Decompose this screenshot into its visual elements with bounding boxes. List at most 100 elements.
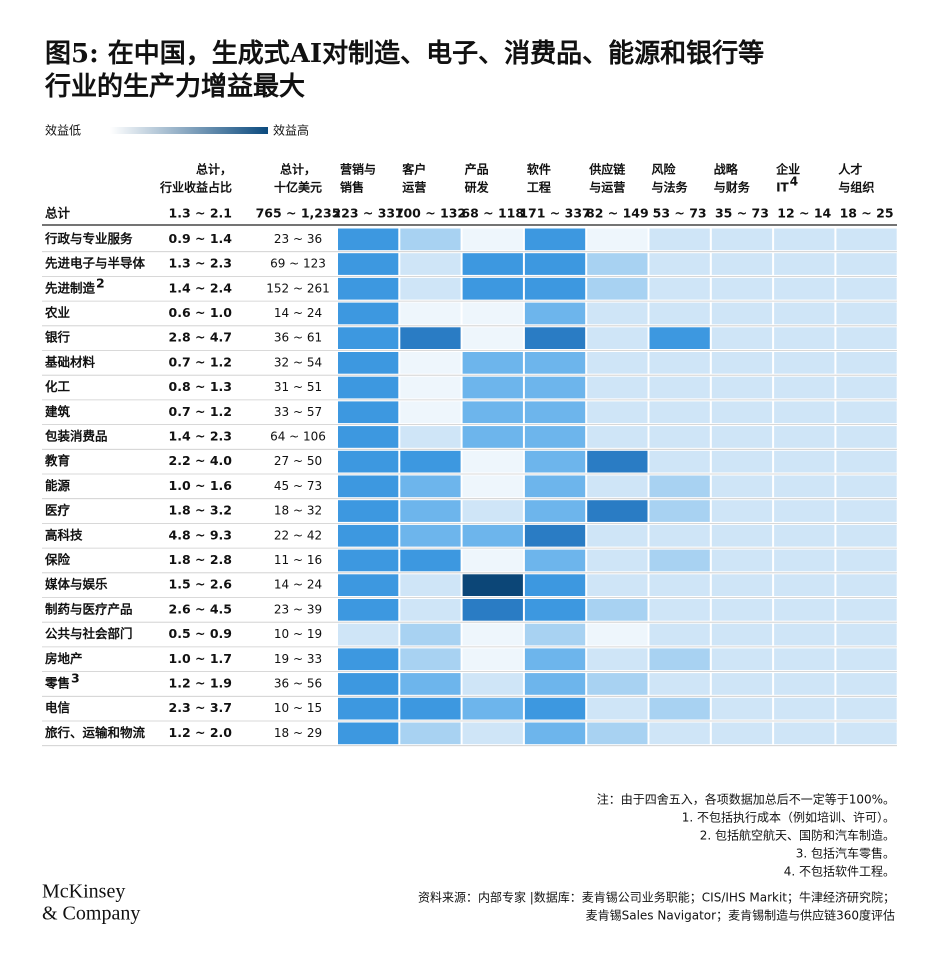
heat-cell: [462, 450, 523, 473]
note: 注：由于四舍五入，各项数据加总后不一定等于100%。: [597, 792, 895, 807]
heat-cell: [711, 673, 773, 695]
row-share: 1.0 ~ 1.7: [169, 651, 232, 666]
heat-cell: [836, 327, 897, 349]
heat-cell: [462, 401, 523, 424]
heat-cell: [587, 277, 648, 300]
heat-cell: [338, 401, 399, 424]
row-label: 总计: [45, 206, 71, 221]
heat-cell: [462, 327, 523, 349]
heat-cell: [774, 475, 835, 498]
column-header: 十亿美元: [274, 180, 322, 195]
row-share: 2.2 ~ 4.0: [169, 453, 233, 468]
total-column: 100 ~ 132: [395, 206, 466, 221]
row-label: 房地产: [45, 651, 83, 666]
heat-cell: [400, 524, 461, 547]
heat-cell: [711, 475, 773, 498]
heat-cell: [524, 376, 586, 399]
heat-cell: [836, 426, 897, 448]
heat-cell: [338, 524, 399, 547]
row-label: 能源: [45, 478, 71, 493]
total-column: 35 ~ 73: [715, 206, 769, 221]
heat-cell: [711, 228, 773, 251]
total-column: 12 ~ 14: [777, 206, 831, 221]
heat-cell: [400, 549, 461, 572]
row-value: 23 ~ 39: [274, 602, 322, 616]
row-label: 高科技: [45, 527, 83, 542]
heat-cell: [462, 253, 523, 275]
heat-cell: [338, 599, 399, 621]
heat-cell: [587, 352, 648, 374]
heat-cell: [524, 549, 586, 572]
heat-cell: [836, 599, 897, 621]
heat-cell: [400, 475, 461, 498]
heat-cell: [400, 722, 461, 745]
heat-cell: [462, 673, 523, 695]
row-value: 152 ~ 261: [266, 281, 330, 295]
heat-cell: [400, 623, 461, 646]
heat-cell: [649, 228, 710, 251]
heat-cell: [338, 228, 399, 251]
heat-cell: [711, 722, 773, 745]
row-label: 基础材料: [44, 354, 96, 369]
heat-cell: [774, 352, 835, 374]
logo: McKinsey: [42, 881, 125, 903]
heat-cell: [338, 673, 399, 695]
heat-cell: [774, 623, 835, 646]
heat-cell: [836, 500, 897, 522]
column-header: 产品: [465, 162, 489, 177]
heat-cell: [524, 426, 586, 448]
heat-cell: [462, 228, 523, 251]
heat-cell: [400, 228, 461, 251]
heat-cell: [462, 500, 523, 522]
heat-cell: [524, 253, 586, 275]
heat-cell: [338, 327, 399, 349]
heat-cell: [836, 673, 897, 695]
heat-cell: [774, 302, 835, 325]
heat-cell: [587, 475, 648, 498]
column-header: 行业收益占比: [159, 180, 232, 195]
heat-cell: [587, 450, 648, 473]
row-value: 36 ~ 56: [274, 676, 322, 690]
heat-cell: [774, 722, 835, 745]
column-header: 与财务: [714, 180, 751, 195]
row-share: 0.9 ~ 1.4: [169, 231, 233, 246]
row-share: 0.5 ~ 0.9: [169, 626, 232, 641]
heat-cell: [649, 549, 710, 572]
heat-cell: [836, 302, 897, 325]
row-label: 农业: [44, 305, 71, 320]
column-header: 人才: [838, 162, 862, 177]
column-header: 与法务: [652, 180, 689, 195]
heat-cell: [711, 376, 773, 399]
heat-cell: [524, 302, 586, 325]
column-header: 与运营: [589, 180, 625, 195]
heat-cell: [836, 697, 897, 720]
total-column: 82 ~ 149: [586, 206, 649, 221]
heat-cell: [836, 376, 897, 399]
row-share: 1.8 ~ 3.2: [169, 503, 232, 518]
row-value: 19 ~ 33: [274, 652, 322, 666]
heat-cell: [338, 302, 399, 325]
heat-cell: [524, 599, 586, 621]
heat-cell: [711, 327, 773, 349]
row-share: 2.6 ~ 4.5: [169, 601, 232, 616]
heat-cell: [524, 450, 586, 473]
heat-cell: [774, 401, 835, 424]
column-header: 与组织: [838, 180, 874, 195]
row-value: 11 ~ 16: [274, 553, 322, 567]
row-share: 0.7 ~ 1.2: [169, 354, 232, 369]
row-share: 1.2 ~ 2.0: [169, 725, 233, 740]
heat-cell: [649, 302, 710, 325]
heat-cell: [338, 549, 399, 572]
heat-cell: [711, 401, 773, 424]
column-header: 软件: [527, 162, 551, 177]
column-header: 企业: [775, 162, 800, 177]
heat-cell: [587, 327, 648, 349]
heat-cell: [462, 352, 523, 374]
logo: & Company: [42, 903, 140, 925]
heat-cell: [587, 673, 648, 695]
column-header: 战略: [714, 162, 739, 177]
heat-cell: [400, 302, 461, 325]
heat-cell: [836, 475, 897, 498]
column-header: 客户: [401, 162, 426, 177]
total-value: 765 ~ 1,235: [256, 206, 341, 221]
